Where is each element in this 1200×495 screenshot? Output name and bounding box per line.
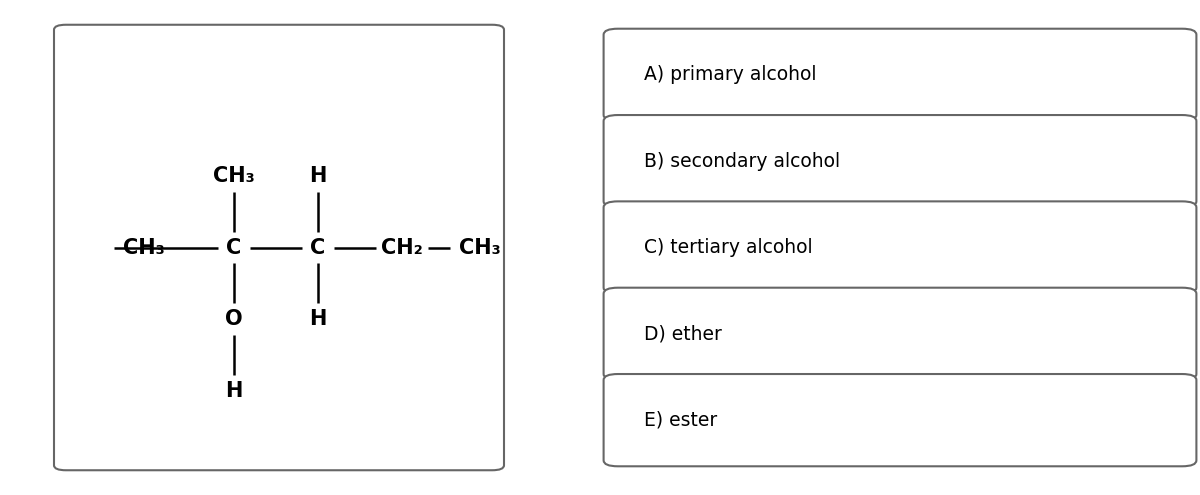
- FancyBboxPatch shape: [604, 29, 1196, 121]
- Text: CH₃: CH₃: [124, 238, 164, 257]
- Text: O: O: [226, 309, 242, 329]
- Text: H: H: [310, 309, 326, 329]
- FancyBboxPatch shape: [604, 288, 1196, 380]
- Text: H: H: [226, 381, 242, 401]
- Text: C: C: [311, 238, 325, 257]
- Text: C) tertiary alcohol: C) tertiary alcohol: [644, 238, 814, 257]
- Text: H: H: [310, 166, 326, 186]
- FancyBboxPatch shape: [54, 25, 504, 470]
- FancyBboxPatch shape: [604, 115, 1196, 207]
- Text: A) primary alcohol: A) primary alcohol: [644, 65, 817, 84]
- Text: E) ester: E) ester: [644, 411, 718, 430]
- Text: D) ether: D) ether: [644, 324, 722, 344]
- Text: B) secondary alcohol: B) secondary alcohol: [644, 151, 840, 171]
- Text: CH₃: CH₃: [460, 238, 500, 257]
- Text: CH₂: CH₂: [382, 238, 422, 257]
- Text: C: C: [227, 238, 241, 257]
- FancyBboxPatch shape: [604, 201, 1196, 294]
- FancyBboxPatch shape: [604, 374, 1196, 466]
- Text: CH₃: CH₃: [214, 166, 254, 186]
